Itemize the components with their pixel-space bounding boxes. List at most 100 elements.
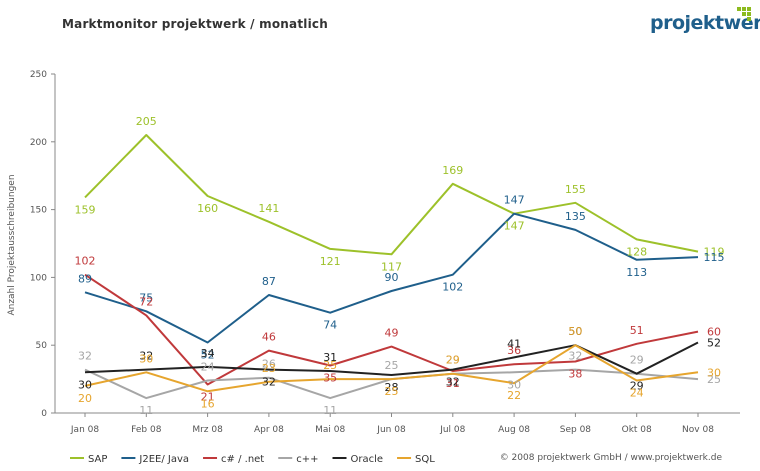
data-label: 50 [568,325,582,338]
data-label: 205 [136,115,157,128]
data-label: 25 [385,385,399,398]
x-tick-label: Aug 08 [498,425,530,435]
data-label: 41 [507,337,521,350]
data-label: 31 [446,377,460,390]
data-label: 30 [507,378,521,391]
logo-dots-icon [737,7,751,21]
data-label: 34 [201,347,215,360]
data-label: 50 [568,325,582,338]
chart-axes: 0 50 100 150 200 250 Jan 08 Feb 08 Mrz 08 Apr 08 M… [30,70,740,435]
x-tick-label: Apr 08 [254,425,284,435]
data-label: 159 [75,203,96,216]
data-label: 160 [197,202,218,215]
data-label: 38 [568,367,582,380]
data-label: 30 [139,352,153,365]
data-label: 52 [707,336,721,349]
x-tick-label: Nov 08 [682,425,714,435]
y-tick-label: 250 [30,70,47,80]
series-line-j2ee-java [84,212,699,344]
data-label: 29 [446,354,460,367]
y-tick-label: 50 [36,341,48,351]
data-label: 25 [385,359,399,372]
legend-label: c++ [296,454,318,465]
data-label: 74 [323,319,337,332]
data-label: 23 [262,362,276,375]
legend-label: SAP [88,454,107,465]
series-line-sap [84,134,699,256]
data-label: 32 [78,350,92,363]
data-label: 30 [707,366,721,379]
data-label: 115 [704,251,725,264]
x-tick-label: Okt 08 [622,425,652,435]
data-label: 25 [707,373,721,386]
data-label: 155 [565,183,586,196]
data-label: 29 [630,380,644,393]
data-label: 147 [504,194,525,207]
data-label: 31 [323,351,337,364]
series-lines [84,134,699,400]
data-label: 51 [630,324,644,337]
data-label: 72 [139,295,153,308]
data-label: 135 [565,210,586,223]
data-label: 128 [626,245,647,258]
chart-title: Marktmonitor projektwerk / monatlich [62,17,328,31]
copyright-text: © 2008 projektwerk GmbH / www.projektwer… [499,453,722,463]
data-label: 36 [507,344,521,357]
x-tick-label: Sep 08 [560,425,592,435]
chart-legend: SAP J2EE/ Java c# / .net c++ Oracle SQL [70,454,435,465]
y-tick-label: 150 [30,206,47,216]
data-label: 46 [262,331,276,344]
data-label: 87 [262,275,276,288]
data-label: 32 [446,376,460,389]
data-label: 28 [385,381,399,394]
legend-label: J2EE/ Java [138,454,189,465]
x-tick-label: Jul 08 [439,425,465,435]
x-tick-label: Jun 08 [376,425,406,435]
data-label: 90 [385,271,399,284]
data-label: 49 [385,327,399,340]
data-label: 102 [442,281,463,294]
data-label: 32 [139,350,153,363]
y-tick-label: 0 [41,409,47,419]
data-label: 89 [78,272,92,285]
data-label: 29 [630,354,644,367]
data-label: 113 [626,266,647,279]
data-label: 75 [139,291,153,304]
data-label: 24 [630,386,644,399]
series-line-sql [84,344,699,393]
data-label: 11 [139,404,153,417]
data-label: 25 [323,359,337,372]
data-label: 35 [323,372,337,385]
data-label: 32 [262,376,276,389]
data-label: 24 [201,360,215,373]
data-label: 60 [707,326,721,339]
brand-logo: projektwerk [650,12,760,34]
x-tick-label: Feb 08 [131,425,162,435]
data-label: 22 [507,389,521,402]
data-label: 29 [446,354,460,367]
data-label: 21 [201,391,215,404]
data-label: 102 [75,255,96,268]
data-label: 26 [262,358,276,371]
data-label: 147 [504,220,525,233]
data-label: 117 [381,260,402,273]
y-axis-label: Anzahl Projektausschreibungen [7,174,17,315]
data-label: 169 [442,164,463,177]
data-label: 32 [568,350,582,363]
legend-label: Oracle [351,454,384,465]
legend-label: c# / .net [221,454,264,465]
series-line-oracle [84,341,699,376]
data-label: 16 [201,397,215,410]
data-label: 20 [78,392,92,405]
data-label: 52 [201,348,215,361]
x-tick-label: Mai 08 [315,425,345,435]
data-label: 119 [704,246,725,259]
legend-label: SQL [415,454,435,465]
data-label: 141 [258,202,279,215]
data-label: 30 [78,378,92,391]
y-tick-label: 100 [30,273,47,283]
x-tick-label: Mrz 08 [192,425,223,435]
y-tick-label: 200 [30,138,47,148]
